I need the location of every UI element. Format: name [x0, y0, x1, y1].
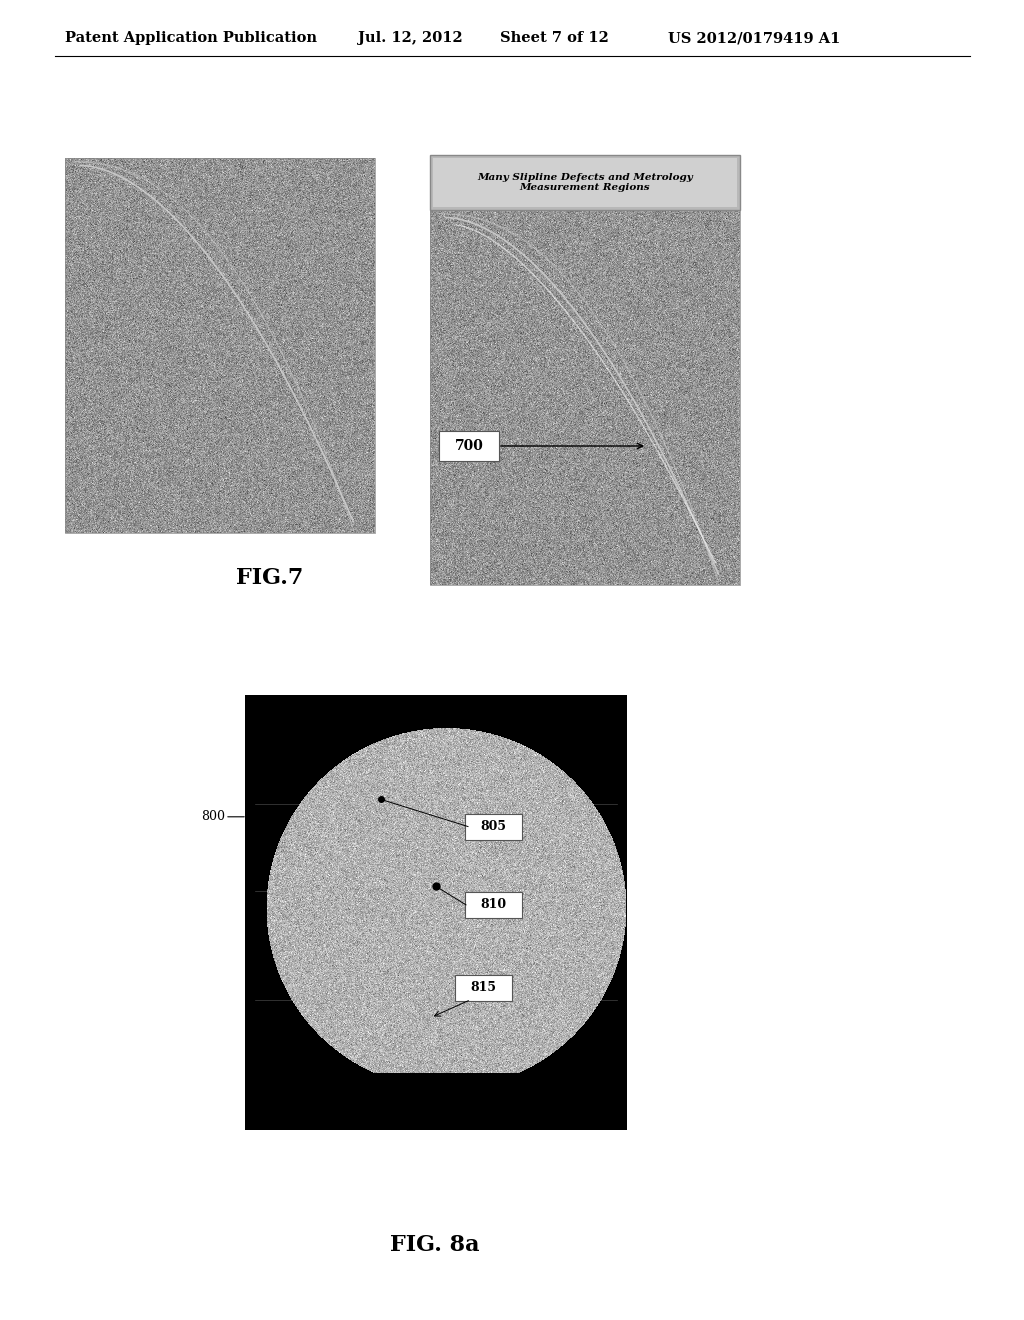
Text: Jul. 12, 2012: Jul. 12, 2012	[358, 30, 463, 45]
Bar	[430, 210, 740, 585]
FancyBboxPatch shape	[455, 974, 512, 1001]
Text: US 2012/0179419 A1: US 2012/0179419 A1	[668, 30, 841, 45]
Text: FIG.7: FIG.7	[237, 568, 304, 589]
FancyBboxPatch shape	[439, 432, 499, 461]
Text: 805: 805	[480, 820, 507, 833]
Text: FIG. 8a: FIG. 8a	[390, 1234, 480, 1257]
Text: Patent Application Publication: Patent Application Publication	[65, 30, 317, 45]
Text: 700: 700	[455, 440, 483, 453]
Text: 800: 800	[201, 810, 225, 824]
Bar	[245, 696, 627, 1130]
Text: 810: 810	[480, 899, 507, 911]
Bar	[430, 154, 740, 210]
Bar	[65, 158, 375, 533]
Text: Sheet 7 of 12: Sheet 7 of 12	[500, 30, 609, 45]
Bar	[433, 158, 737, 207]
FancyBboxPatch shape	[465, 813, 522, 840]
Text: 815: 815	[470, 981, 497, 994]
FancyBboxPatch shape	[465, 892, 522, 917]
Text: Many Slipline Defects and Metrology
Measurement Regions: Many Slipline Defects and Metrology Meas…	[477, 173, 693, 193]
